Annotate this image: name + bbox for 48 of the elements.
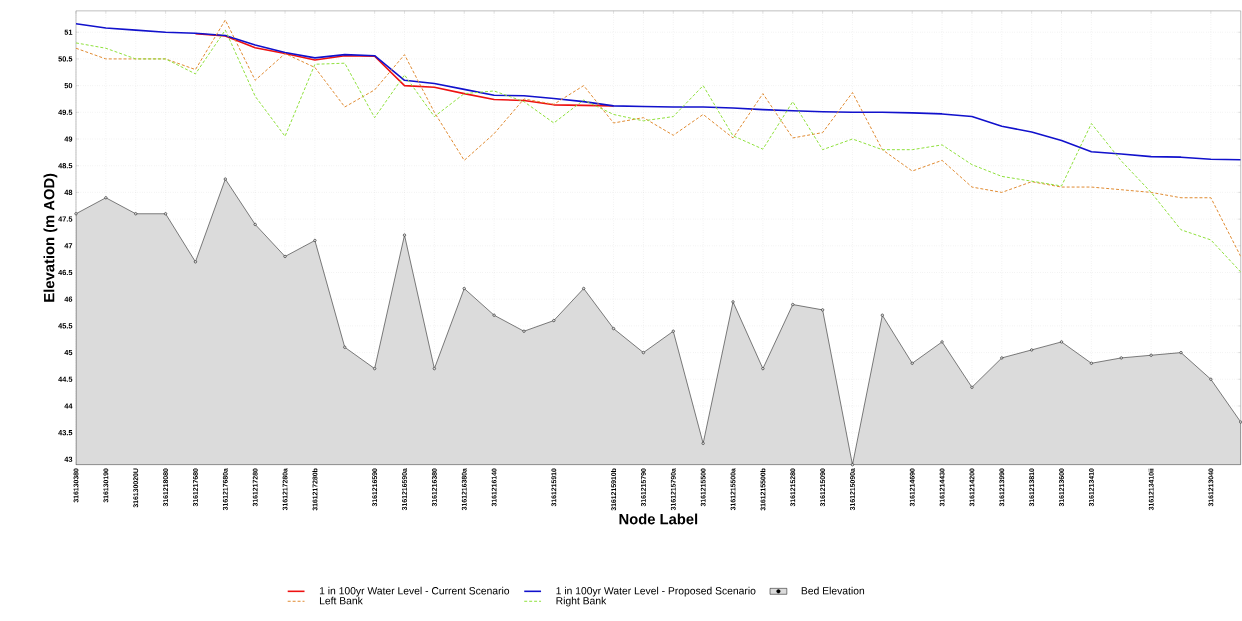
point — [253, 222, 257, 226]
point — [402, 233, 407, 237]
point — [1000, 356, 1004, 360]
legend-label: Left Bank — [319, 596, 363, 605]
point — [104, 196, 108, 200]
legend-label: 1 in 100yr Water Level - Proposed Scenario — [556, 586, 756, 597]
point — [1089, 361, 1093, 365]
point — [223, 177, 227, 181]
point — [134, 212, 138, 216]
point — [970, 385, 974, 389]
point — [462, 287, 466, 291]
point — [880, 313, 884, 317]
point — [1059, 340, 1064, 344]
x-axis-title: Node Label — [619, 513, 698, 525]
point — [761, 367, 765, 371]
point — [1179, 351, 1183, 355]
point — [313, 238, 317, 243]
point — [701, 441, 705, 445]
point — [343, 345, 347, 349]
legend-label: Bed Elevation — [801, 586, 865, 595]
line-series — [75, 22, 1241, 161]
point — [791, 303, 795, 307]
point — [731, 300, 735, 304]
point — [641, 351, 645, 355]
point — [1030, 348, 1034, 352]
point — [582, 287, 586, 291]
point — [612, 327, 616, 331]
legend-label: Right Bank — [556, 596, 607, 607]
point — [1209, 377, 1213, 381]
point — [492, 313, 496, 317]
point — [850, 463, 855, 467]
point — [940, 340, 944, 344]
point — [74, 212, 78, 216]
point — [164, 212, 168, 216]
point — [552, 319, 556, 323]
point — [432, 367, 436, 371]
point — [671, 329, 675, 333]
point — [373, 367, 377, 371]
point — [193, 260, 197, 264]
point — [910, 361, 914, 365]
point — [1149, 353, 1153, 357]
line-series — [194, 33, 615, 107]
point — [1119, 356, 1123, 360]
point — [821, 308, 825, 312]
y-axis-title: Elevation (m AOD) — [43, 173, 58, 302]
point — [283, 254, 287, 259]
legend-label: 1 in 100yr Water Level - Current Scenario — [319, 586, 510, 597]
point — [522, 329, 526, 333]
